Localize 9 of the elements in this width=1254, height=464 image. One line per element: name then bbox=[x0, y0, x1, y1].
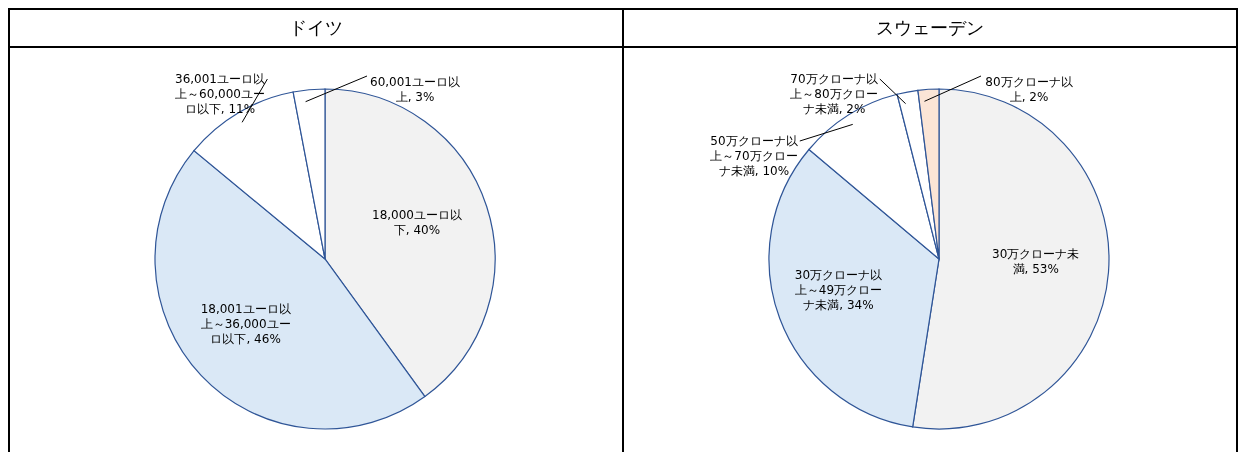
slice-label: 50万クローナ以上～70万クローナ未満, 10% bbox=[710, 133, 798, 178]
slice-label: 18,001ユーロ以上～36,000ユーロ以下, 46% bbox=[200, 301, 291, 346]
chart-title: ドイツ bbox=[10, 8, 622, 48]
slice-label: 60,001ユーロ以上, 3% bbox=[370, 74, 460, 103]
slice-label: 30万クローナ未満, 53% bbox=[992, 246, 1080, 276]
slice-label: 18,000ユーロ以下, 40% bbox=[372, 207, 463, 237]
slice-label: 80万クローナ以上, 2% bbox=[985, 74, 1073, 103]
slice-label: 30万クローナ以上～49万クローナ未満, 34% bbox=[794, 267, 883, 312]
chart-title: スウェーデン bbox=[624, 8, 1236, 48]
